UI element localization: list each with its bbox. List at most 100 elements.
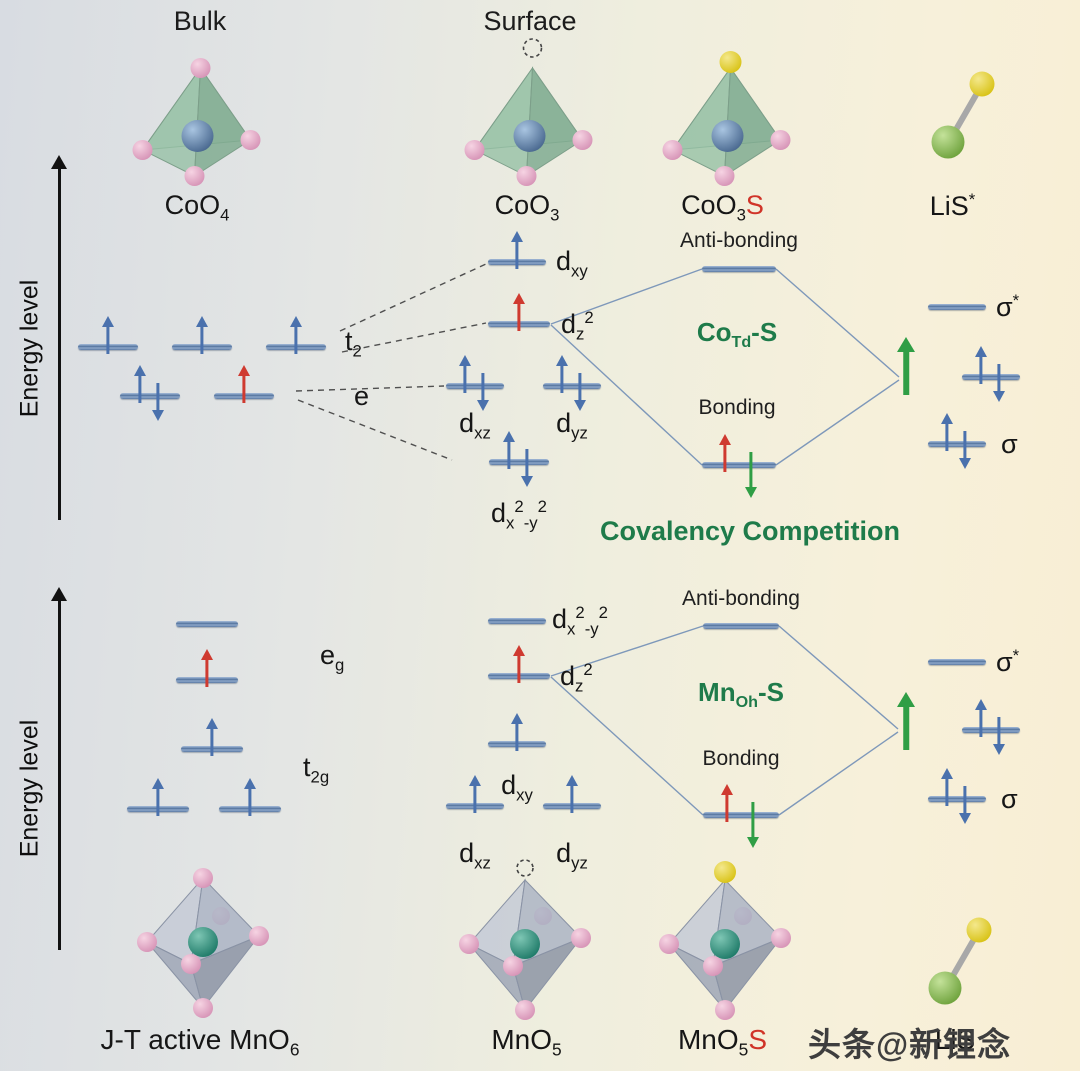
oxygen-vacancy-icon xyxy=(522,38,543,58)
spin-up-arrow xyxy=(206,718,218,756)
spin-down-arrow xyxy=(993,364,1005,402)
antibonding-level-bottom xyxy=(703,623,779,629)
mno6-octahedron xyxy=(137,868,269,1018)
o-atom xyxy=(240,130,261,150)
energy-axis-line-bottom xyxy=(58,600,61,950)
antibonding-level-top xyxy=(702,266,776,272)
mo-line-dz2-antibonding-bottom xyxy=(550,625,704,677)
e-orbital-label: e xyxy=(354,381,370,411)
splitting-line-e-dx2y2 xyxy=(297,399,453,461)
spin-up-arrow-red xyxy=(513,645,525,683)
spin-up-arrow xyxy=(511,231,523,269)
o-atom xyxy=(132,140,153,160)
coo4-tetrahedron xyxy=(132,58,261,186)
s-atom xyxy=(966,917,992,943)
spin-down-arrow xyxy=(521,449,533,487)
anti-bonding-label-top: Anti-bonding xyxy=(680,229,798,252)
spin-down-arrow xyxy=(959,786,971,824)
mn-atom xyxy=(710,929,740,959)
o-atom xyxy=(184,166,205,186)
sigma-label-bottom: σ xyxy=(1001,784,1018,814)
dyz-label-bottom: dyz xyxy=(556,838,588,873)
sigma-label-top: σ xyxy=(1001,429,1018,459)
coo3s-tetrahedron xyxy=(662,51,791,186)
mno5-octahedron xyxy=(459,859,591,1020)
dx2y2-level-top xyxy=(489,459,549,465)
spin-down-arrow-green xyxy=(747,802,759,848)
o-atom xyxy=(515,1000,535,1020)
mno5s-octahedron xyxy=(659,861,791,1020)
spin-up-arrow xyxy=(511,713,523,751)
coo3-tetrahedron xyxy=(464,38,593,186)
energy-axis-line-top xyxy=(58,168,61,520)
spin-up-arrow xyxy=(975,346,987,384)
dx2y2-label-bottom: dx2-y2 xyxy=(552,603,608,639)
oxygen-vacancy-icon xyxy=(516,859,534,877)
lis-star-label: LiS* xyxy=(929,190,976,221)
spin-up-arrow xyxy=(134,365,146,403)
o-atom xyxy=(659,934,679,954)
dyz-level-top xyxy=(543,383,601,389)
mo-line-antibonding-sigma-bottom xyxy=(778,625,899,730)
surface-heading: Surface xyxy=(483,6,577,36)
co-atom xyxy=(513,120,546,152)
spin-down-arrow xyxy=(993,717,1005,755)
spin-up-arrow-red xyxy=(201,649,213,687)
energy-axis-label-bottom: Energy level xyxy=(15,719,44,858)
lis-molecule-bottom xyxy=(928,917,992,1005)
mo-line-dz2-bonding-top xyxy=(550,324,703,466)
watermark: 头条@新锂念 xyxy=(808,1026,1012,1063)
mn-t2g-level-3 xyxy=(219,806,281,812)
co-t2-level-1 xyxy=(78,344,138,350)
spin-up-arrow-red xyxy=(721,784,733,822)
o-atom xyxy=(516,166,537,186)
sigma-star-label-top: σ* xyxy=(996,291,1020,322)
o-atom xyxy=(771,928,791,948)
co-e-level-2 xyxy=(214,393,274,399)
spin-up-arrow xyxy=(290,316,302,354)
sigma-star-label-bottom: σ* xyxy=(996,646,1020,677)
coo3s-label: CoO3S xyxy=(681,190,764,225)
co-td-s-label: CoTd-S xyxy=(696,317,778,352)
s-atom xyxy=(969,71,995,97)
li-atom xyxy=(928,971,962,1005)
dz2-label-bottom: dz2 xyxy=(560,660,593,696)
t2g-orbital-label: t2g xyxy=(303,752,330,787)
mo-line-dz2-bonding-bottom xyxy=(550,676,704,816)
o-atom xyxy=(714,166,735,186)
spin-up-arrow-red xyxy=(238,365,250,403)
mo-line-bonding-sigma-bottom xyxy=(778,731,899,816)
spin-up-arrow xyxy=(941,768,953,806)
spin-up-arrow-red xyxy=(513,293,525,331)
li-atom xyxy=(931,125,965,159)
sigma-level-top xyxy=(928,441,986,447)
anti-bonding-label-bottom: Anti-bonding xyxy=(682,587,800,610)
s-atom xyxy=(714,861,736,883)
mno5-label: MnO5 xyxy=(491,1024,562,1060)
t2-orbital-label: t2 xyxy=(345,326,362,361)
bonding-level-top xyxy=(702,462,776,468)
spin-up-arrow xyxy=(469,775,481,813)
o-atom xyxy=(193,998,213,1018)
o-atom xyxy=(715,1000,735,1020)
mn-t2g-level-1 xyxy=(181,746,243,752)
electron-transfer-arrow-bottom xyxy=(897,692,915,750)
spin-up-arrow xyxy=(941,413,953,451)
mn-eg-level-1 xyxy=(176,621,238,627)
electron-transfer-arrow-top xyxy=(897,337,915,395)
dz2-level-bottom xyxy=(488,673,550,679)
spin-up-arrow xyxy=(556,355,568,393)
dx2y2-label-top: dx2-y2 xyxy=(491,497,547,533)
o-atom xyxy=(459,934,479,954)
covalency-competition-title: Covalency Competition xyxy=(599,516,901,546)
s-atom xyxy=(719,51,742,73)
spin-up-arrow xyxy=(102,316,114,354)
bonding-label-top: Bonding xyxy=(698,396,776,419)
dxz-level-top xyxy=(446,383,504,389)
spin-up-arrow xyxy=(459,355,471,393)
o-atom xyxy=(137,932,157,952)
o-atom xyxy=(190,58,211,78)
sigma-level-bottom xyxy=(928,796,986,802)
